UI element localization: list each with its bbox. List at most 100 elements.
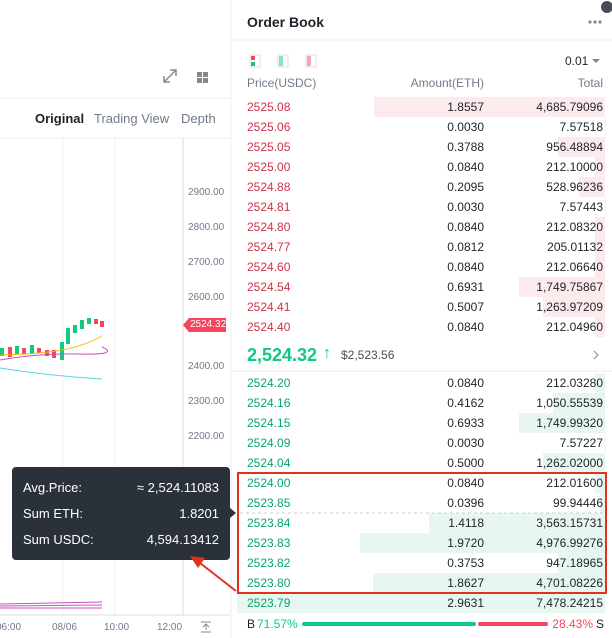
total: 528.96236	[546, 180, 603, 194]
depth-bar	[236, 593, 605, 613]
price: 2525.00	[247, 160, 291, 174]
price-axis-label: 2200.00	[188, 431, 225, 442]
tooltip-label: Sum ETH:	[23, 506, 83, 521]
price: 2523.85	[247, 496, 291, 510]
depth-bar	[429, 513, 605, 533]
price: 2524.81	[247, 200, 291, 214]
tooltip-label: Avg.Price:	[23, 480, 83, 495]
total: 212.06640	[546, 260, 603, 274]
tooltip-label: Sum USDC:	[23, 532, 94, 547]
order-book-title: Order Book	[247, 14, 325, 30]
amount: 1.9720	[447, 536, 484, 550]
depth-bar	[359, 533, 605, 553]
total: 99.94446	[552, 496, 603, 510]
price-axis-label: 2800.00	[188, 222, 225, 233]
tooltip-value: 1.8201	[179, 506, 219, 521]
chart-tab[interactable]: Trading View	[94, 111, 170, 126]
depth-bar	[553, 393, 605, 413]
depth-bar	[557, 137, 605, 157]
precision-select[interactable]: 0.01	[565, 54, 589, 68]
total: 1,263.97209	[536, 300, 603, 314]
depth-bar	[578, 177, 605, 197]
amount: 1.4118	[448, 516, 484, 530]
depth-bar	[594, 157, 605, 177]
total: 1,262.02000	[536, 456, 603, 470]
total: 212.01600	[546, 476, 603, 490]
amount: 0.0812	[447, 240, 484, 254]
amount: 0.0840	[447, 160, 484, 174]
price-axis-label: 2600.00	[188, 292, 225, 303]
time-axis-label: 06:00	[0, 622, 22, 633]
depth-bar	[594, 237, 605, 257]
price-axis-label: 2900.00	[188, 187, 225, 198]
price: 2524.41	[247, 300, 291, 314]
amount: 0.2095	[447, 180, 484, 194]
depth-bar	[594, 317, 605, 337]
total: 212.03280	[546, 376, 603, 390]
total: 3,563.15731	[536, 516, 603, 530]
price-axis-label: 2300.00	[188, 396, 225, 407]
price: 2524.20	[247, 376, 291, 390]
depth-bar	[518, 413, 605, 433]
price-axis-label: 2700.00	[188, 257, 225, 268]
total: 7.57443	[559, 200, 603, 214]
price: 2525.08	[247, 100, 291, 114]
depth-bar	[542, 453, 605, 473]
amount: 0.4162	[447, 396, 484, 410]
price: 2523.83	[247, 536, 291, 550]
amount: 0.0030	[447, 436, 484, 450]
depth-bar	[542, 297, 605, 317]
price: 2524.15	[247, 416, 291, 430]
tooltip-value: 4,594.13412	[146, 532, 219, 547]
depth-bar	[600, 493, 605, 513]
mid-arrow: ↑	[323, 345, 331, 362]
sell-bar	[478, 622, 548, 626]
chart-tab[interactable]: Original	[35, 111, 85, 126]
amount: 0.6933	[447, 416, 484, 430]
price: 2524.80	[247, 220, 291, 234]
last-price-tag: 2524.32	[190, 319, 227, 330]
sell-label: S	[596, 617, 605, 631]
total: 956.48894	[546, 140, 603, 154]
amount: 0.6931	[447, 280, 484, 294]
total: 212.10000	[546, 160, 603, 174]
buy-pct: 71.57%	[257, 617, 298, 631]
time-axis-label: 10:00	[104, 622, 130, 633]
price: 2524.16	[247, 396, 291, 410]
total: 7,478.24215	[536, 596, 603, 610]
total: 4,701.08226	[536, 576, 603, 590]
total: 212.08320	[546, 220, 603, 234]
amount: 0.0030	[447, 200, 484, 214]
price: 2524.60	[247, 260, 291, 274]
price: 2523.80	[247, 576, 291, 590]
price: 2523.84	[247, 516, 291, 530]
column-header: Amount(ETH)	[410, 76, 484, 90]
sell-pct: 28.43%	[552, 617, 593, 631]
total: 947.18965	[546, 556, 603, 570]
price: 2524.09	[247, 436, 291, 450]
amount: 0.0840	[447, 376, 484, 390]
amount: 0.5000	[447, 456, 484, 470]
amount: 1.8557	[447, 100, 484, 114]
column-header: Total	[577, 76, 603, 90]
price-axis-label: 2400.00	[188, 361, 225, 372]
buy-bar	[302, 622, 477, 626]
price: 2523.82	[247, 556, 291, 570]
total: 1,050.55539	[536, 396, 603, 410]
depth-bar	[594, 373, 605, 393]
amount: 0.0840	[447, 320, 484, 334]
time-axis-label: 08/06	[52, 622, 78, 633]
amount: 1.8627	[447, 576, 484, 590]
amount: 0.0396	[447, 496, 484, 510]
amount: 0.0840	[447, 476, 484, 490]
amount: 2.9631	[447, 596, 484, 610]
amount: 0.3753	[447, 556, 484, 570]
price: 2525.06	[247, 120, 291, 134]
chart-tab[interactable]: Depth	[181, 111, 216, 126]
price: 2524.40	[247, 320, 291, 334]
depth-bar	[373, 573, 605, 593]
total: 4,976.99276	[536, 536, 603, 550]
